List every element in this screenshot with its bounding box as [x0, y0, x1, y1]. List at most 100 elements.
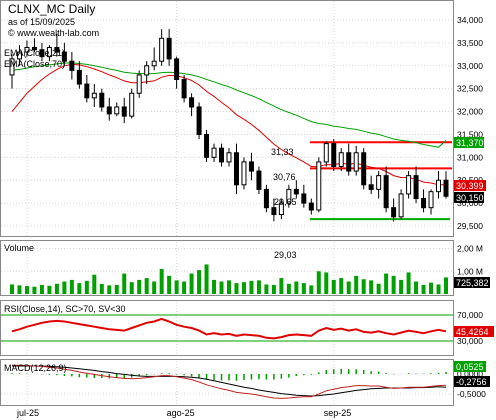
candle-body [166, 37, 172, 60]
volume-bar [249, 280, 254, 294]
volume-bar [62, 281, 67, 294]
volume-bar [92, 274, 97, 294]
volume-bar [189, 273, 194, 294]
candle-body [331, 143, 337, 167]
volume-bar [32, 286, 37, 294]
macd-line [12, 364, 447, 399]
macd-signal-line [12, 365, 447, 397]
volume-bar [99, 284, 104, 294]
volume-bar [24, 286, 29, 294]
candle-body [421, 198, 427, 209]
candle-body [443, 179, 449, 197]
candle-body [278, 202, 284, 216]
volume-bar [234, 283, 239, 294]
price-tick-label: 33,500 [457, 38, 483, 48]
macd-tick-label: 0,0000 [457, 369, 483, 379]
candle-body [196, 106, 202, 135]
volume-bar [17, 285, 22, 294]
volume-bar [174, 280, 179, 294]
volume-bar [301, 283, 306, 294]
tag-close-label: 30,150 [456, 193, 484, 203]
volume-bar [47, 285, 52, 294]
price-tick-label: 34,000 [457, 15, 483, 25]
volume-bar [122, 273, 127, 294]
macd-series [11, 364, 447, 399]
price-tick-label: 32,500 [457, 84, 483, 94]
macd-panel [0, 359, 454, 406]
candle-body [54, 46, 60, 53]
volume-bar [294, 281, 299, 294]
volume-bar [286, 283, 291, 294]
volume-bar [10, 284, 14, 294]
price-tick-label: 31,000 [457, 152, 483, 162]
rsi-line [11, 317, 447, 340]
candle-body [211, 147, 217, 158]
tag-volume [454, 277, 490, 288]
candle-body [271, 207, 277, 216]
site-credit: © www.wealth-lab.com [8, 28, 99, 38]
volume-bar [167, 275, 172, 294]
volume-bar [182, 281, 187, 294]
candle-body [286, 188, 292, 204]
tag-macd [454, 361, 486, 372]
candle-body [144, 65, 150, 76]
tag-volume-label: 725,382 [456, 278, 489, 288]
candle-body [24, 46, 30, 53]
volume-bar [399, 279, 404, 294]
volume-bar [271, 284, 276, 294]
price-tick-label: 31,500 [457, 129, 483, 139]
candle-body [181, 79, 187, 99]
level-label-high: 31,33 [271, 147, 294, 157]
volume-bar [256, 280, 261, 294]
volume-bar [384, 273, 389, 294]
candlestick-series [9, 29, 449, 222]
candle-body [233, 152, 239, 186]
level-label-mid: 30,76 [273, 172, 296, 182]
ema21-line [11, 63, 446, 186]
candle-body [174, 58, 180, 81]
volume-bar [144, 278, 149, 294]
volume-bar [107, 285, 112, 294]
candle-body [338, 152, 344, 167]
candle-body [204, 133, 210, 158]
candle-body [346, 152, 352, 172]
volume-bar [324, 272, 329, 294]
candle-body [114, 106, 120, 115]
x-tick-label: jul-25 [16, 408, 39, 418]
volume-bar [204, 264, 209, 294]
candle-body [16, 51, 22, 60]
rsi-series [1, 314, 453, 342]
volume-bar [279, 278, 284, 294]
volume-tick-label: 1,00 M [457, 266, 483, 276]
volume-bar [197, 270, 202, 294]
ema70-line [11, 62, 447, 148]
volume-bar [354, 275, 359, 294]
candle-body [219, 147, 225, 163]
volume-annotation: 29,03 [274, 250, 297, 260]
candle-body [9, 58, 15, 76]
tag-signal-label: -0,2756 [456, 377, 487, 387]
candle-body [159, 37, 165, 62]
candle-body [376, 175, 382, 190]
chart-date: as of 15/09/2025 [8, 17, 75, 27]
volume-bar [429, 282, 434, 294]
tag-ema21 [454, 180, 486, 191]
candle-body [106, 106, 112, 115]
candle-body [256, 170, 262, 190]
candle-body [368, 184, 374, 190]
candle-body [91, 92, 97, 99]
candle-body [129, 92, 135, 117]
tag-rsi-label: 45,4264 [456, 327, 489, 337]
tag-ema21-label: 30,399 [456, 181, 484, 191]
candle-body [413, 175, 419, 200]
volume-bar [227, 280, 231, 294]
chart-title: CLNX_MC Daily [8, 2, 95, 16]
volume-bar [361, 279, 366, 294]
candle-body [31, 46, 37, 51]
volume-bar [77, 283, 82, 294]
volume-bar [309, 285, 314, 294]
candle-body [39, 49, 45, 58]
x-tick-label: ago-25 [167, 408, 195, 418]
candle-body [241, 161, 247, 186]
